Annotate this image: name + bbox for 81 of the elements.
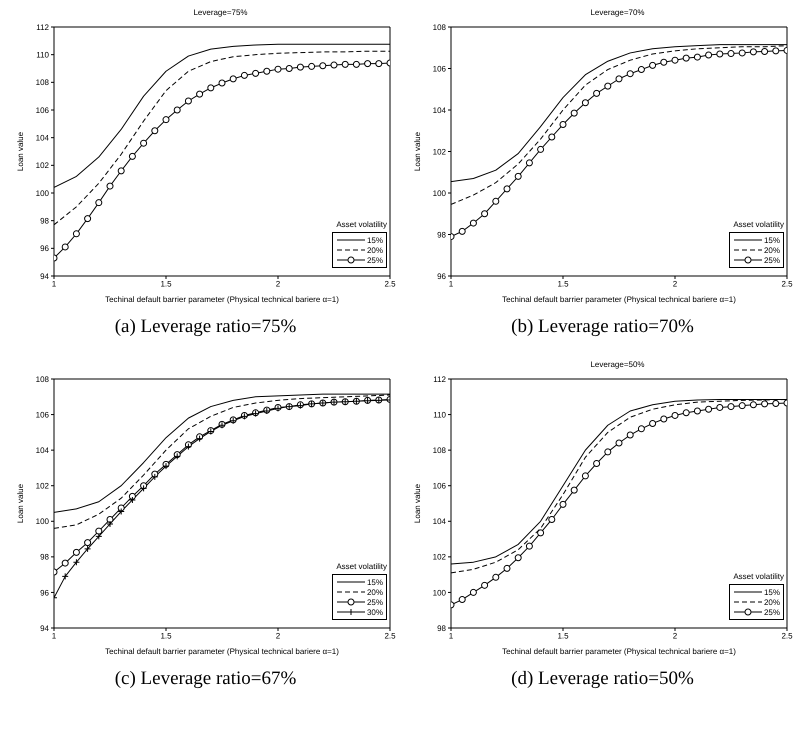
legend-label: 20%: [366, 588, 383, 596]
chart-title: Leverage=70%: [589, 8, 646, 19]
y-tick-label: 108: [432, 22, 447, 32]
legend-label: 25%: [764, 256, 780, 264]
y-tick-label: 108: [36, 78, 50, 88]
x-tick-label: 1: [52, 280, 57, 289]
x-tick-label: 2: [672, 280, 678, 289]
y-tick-label: 106: [432, 64, 447, 74]
legend-title: Asset volatility: [336, 220, 387, 229]
legend-label: 20%: [366, 246, 383, 254]
legend-title: Asset volatility: [733, 220, 784, 229]
x-axis-title: Techinal default barrier parameter (Physical technical bariere α=1): [502, 295, 736, 304]
legend-label: 15%: [366, 578, 383, 586]
legend-title: Asset volatility: [336, 562, 387, 571]
chart-title: Leverage=50%: [589, 360, 646, 371]
x-tick-label: 2: [672, 632, 678, 641]
x-tick-label: 2: [276, 632, 281, 641]
legend-label: 15%: [764, 236, 780, 244]
y-tick-label: 110: [36, 50, 50, 60]
text: (b) Leverage ratio=70%: [510, 316, 695, 338]
y-tick-label: 104: [432, 106, 447, 115]
y-tick-label: 98: [40, 216, 50, 226]
y-tick-label: 108: [432, 446, 447, 455]
legend-label: 15%: [764, 588, 780, 596]
x-tick-label: 1: [448, 632, 454, 641]
x-tick-label: 2.5: [781, 632, 794, 641]
legend-label: 25%: [366, 598, 383, 606]
x-axis-title: Techinal default barrier parameter (Physical technical bariere α=1): [502, 647, 736, 656]
y-tick-label: 104: [36, 134, 50, 143]
x-tick-label: 2.5: [781, 280, 794, 289]
y-tick-label: 98: [40, 552, 50, 562]
y-axis-title: Loan value: [16, 131, 25, 172]
legend-label: 15%: [366, 236, 383, 244]
x-tick-label: 2: [276, 280, 281, 289]
x-tick-label: 1: [52, 632, 57, 641]
text: (a) Leverage ratio=75%: [114, 316, 298, 338]
legend-label: 25%: [764, 608, 780, 616]
chart-title: Leverage=75%: [192, 8, 249, 19]
y-axis-title: Loan value: [16, 483, 25, 524]
y-tick-label: 96: [40, 588, 50, 598]
y-tick-label: 96: [40, 244, 50, 254]
text: (d) Leverage ratio=50%: [510, 668, 695, 690]
x-tick-label: 2.5: [384, 632, 396, 641]
y-tick-label: 100: [36, 517, 50, 526]
x-axis-title: Techinal default barrier parameter (Physical technical bariere α=1): [105, 295, 340, 304]
y-tick-label: 102: [36, 482, 50, 491]
y-axis-title: Loan value: [412, 131, 422, 172]
y-axis-title: Loan value: [412, 483, 422, 524]
legend-label: 20%: [764, 598, 780, 606]
x-tick-label: 1.5: [160, 280, 172, 289]
y-tick-label: 100: [36, 188, 50, 198]
legend-label: 20%: [764, 246, 780, 254]
x-axis-title: Techinal default barrier parameter (Physical technical bariere α=1): [105, 647, 340, 656]
x-tick-label: 1.5: [557, 280, 570, 289]
y-tick-label: 98: [437, 230, 447, 240]
y-tick-label: 106: [36, 106, 50, 115]
x-tick-label: 1.5: [557, 632, 570, 641]
legend-label: 30%: [366, 608, 383, 616]
y-tick-label: 110: [433, 410, 447, 420]
legend-label: 25%: [366, 256, 383, 264]
y-tick-label: 100: [432, 588, 447, 598]
text: (c) Leverage ratio=67%: [114, 668, 298, 690]
y-tick-label: 112: [433, 374, 447, 384]
y-tick-label: 98: [437, 624, 447, 633]
y-tick-label: 108: [36, 374, 50, 384]
y-tick-label: 100: [432, 188, 447, 198]
y-tick-label: 94: [40, 272, 50, 281]
y-tick-label: 94: [40, 624, 50, 633]
y-tick-label: 96: [437, 272, 447, 281]
y-tick-label: 102: [432, 147, 447, 156]
y-tick-label: 112: [36, 22, 50, 32]
x-tick-label: 1: [448, 280, 454, 289]
x-tick-label: 1.5: [160, 632, 172, 641]
y-tick-label: 104: [432, 517, 447, 526]
y-tick-label: 102: [36, 161, 50, 170]
y-tick-label: 102: [432, 552, 447, 562]
x-tick-label: 2.5: [384, 280, 396, 289]
legend-title: Asset volatility: [733, 572, 784, 581]
y-tick-label: 106: [36, 410, 50, 420]
y-tick-label: 104: [36, 446, 50, 455]
y-tick-label: 106: [432, 482, 447, 491]
